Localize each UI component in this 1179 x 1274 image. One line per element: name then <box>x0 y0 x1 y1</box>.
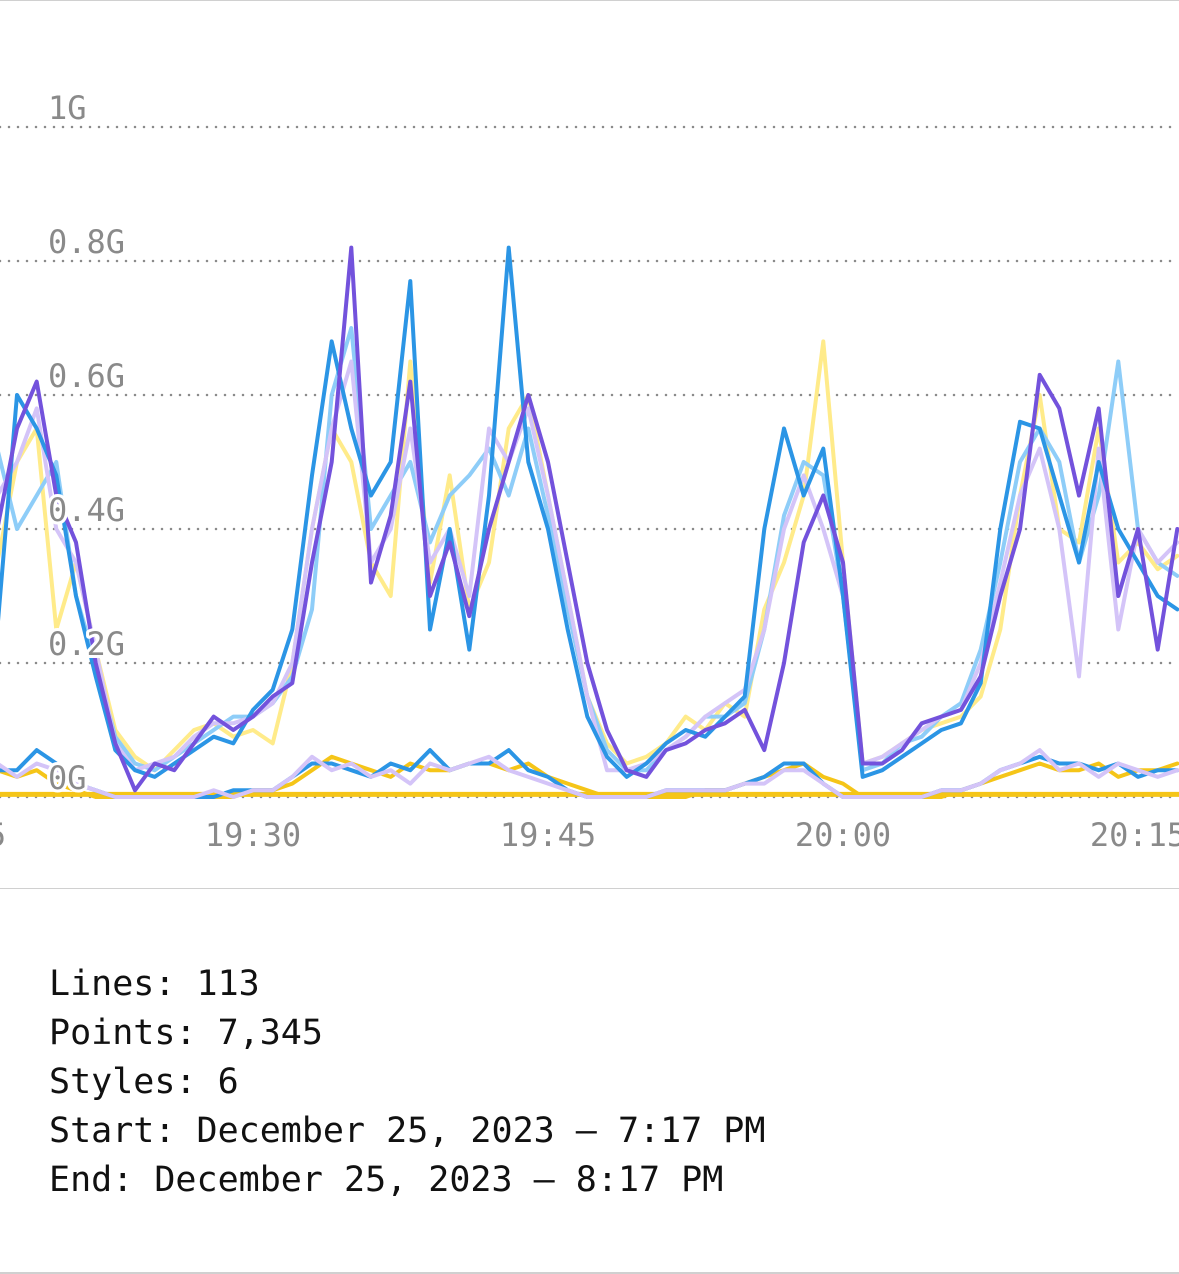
chart-bottom-border <box>0 888 1179 889</box>
stats-end: End: December 25, 2023 – 8:17 PM <box>49 1160 724 1200</box>
top-border <box>0 0 1179 1</box>
series-line-high-blue <box>0 245 1179 779</box>
stats-styles: Styles: 6 <box>49 1062 239 1102</box>
stats-lines: Lines: 113 <box>49 964 260 1004</box>
x-axis-labels: 19:15 19:30 19:45 20:00 20:15 <box>0 816 1179 854</box>
x-tick-label: 19:45 <box>500 816 596 854</box>
y-tick-label: 0.6G <box>48 357 125 395</box>
y-tick-label: 0G <box>48 759 87 797</box>
series-lines <box>0 245 1179 799</box>
y-tick-label: 1G <box>48 89 87 127</box>
stats-panel: Lines: 113 Points: 7,345 Styles: 6 Start… <box>49 960 765 1205</box>
bottom-border <box>0 1272 1179 1274</box>
series-line-high-lavender <box>0 359 1179 773</box>
grid-lines <box>0 125 1179 799</box>
x-tick-label: 19:15 <box>0 816 6 854</box>
line-chart: 0G 0.2G 0.4G 0.6G 0.8G 1G 19:15 19:30 19:45 20:0… <box>0 86 1179 854</box>
y-tick-label: 0.2G <box>48 625 125 663</box>
y-tick-label: 0.4G <box>48 491 125 529</box>
series-line-low-lavender <box>0 748 1179 799</box>
series-line-high-purple <box>0 245 1179 793</box>
stats-points: Points: 7,345 <box>49 1013 323 1053</box>
x-tick-label: 20:15 <box>1090 816 1179 854</box>
y-axis-labels: 0G 0.2G 0.4G 0.6G 0.8G 1G <box>45 86 128 800</box>
y-tick-label: 0.8G <box>48 223 125 261</box>
stats-start: Start: December 25, 2023 – 7:17 PM <box>49 1111 766 1151</box>
x-tick-label: 20:00 <box>795 816 891 854</box>
x-tick-label: 19:30 <box>205 816 301 854</box>
